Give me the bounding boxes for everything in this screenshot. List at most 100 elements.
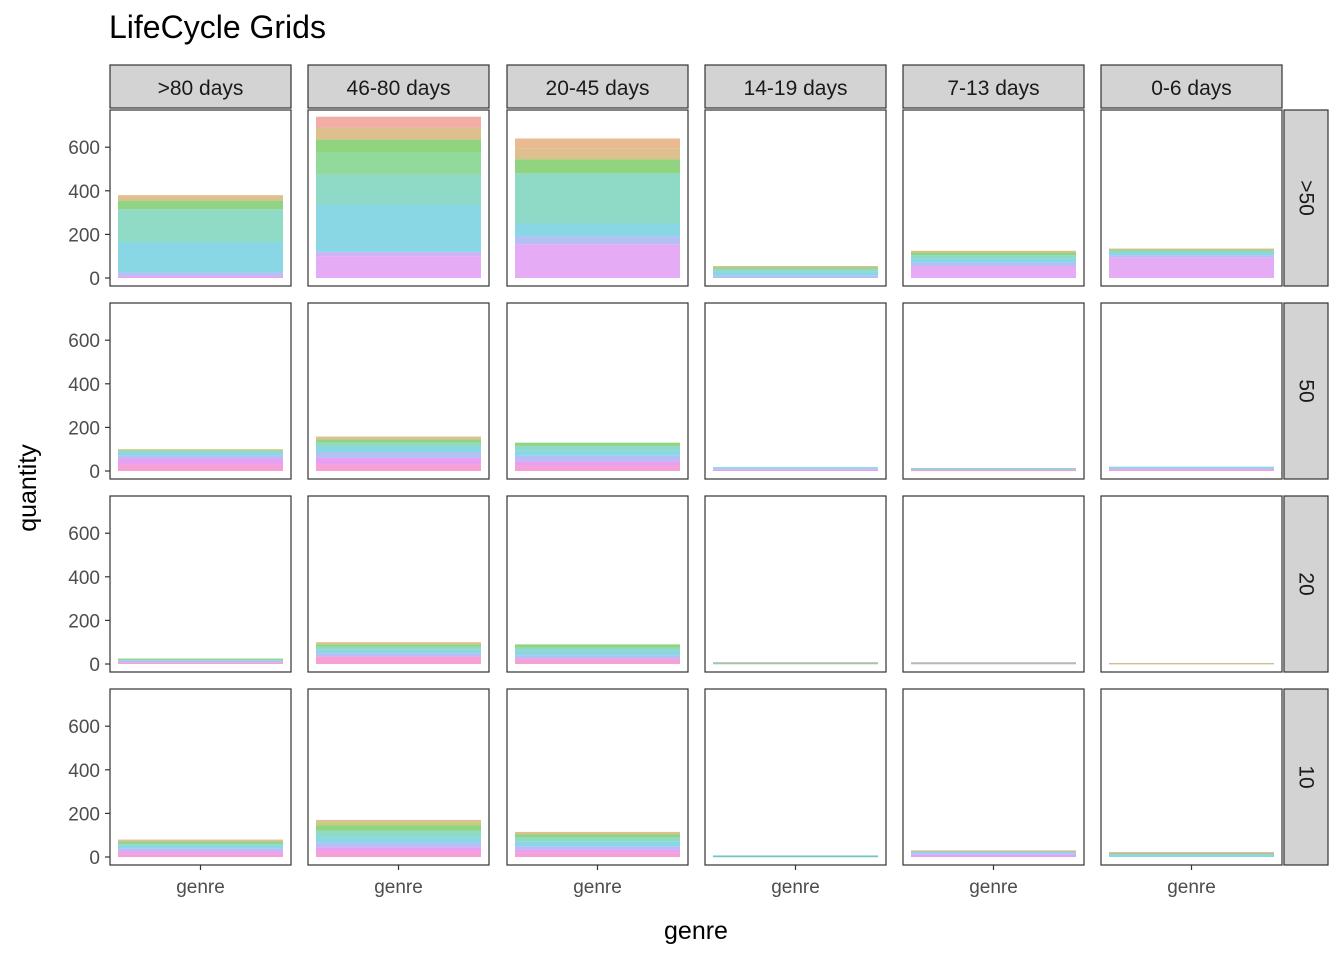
bar-segment [911,851,1076,854]
panel-border [1100,302,1283,480]
bar-segment [911,255,1076,259]
bar-segment [1109,469,1274,471]
panel-border [1100,495,1283,673]
panel-border [704,109,887,287]
bar-segment [316,847,481,852]
column-strip-label: 46-80 days [347,77,451,100]
panel-border [109,302,292,480]
bar-segment [713,663,878,665]
bar-segment [316,851,481,857]
bar-segment [515,846,680,850]
y-tick-label: 600 [68,138,100,159]
bar-segment [118,195,283,201]
bar-segment [1109,255,1274,258]
panel-border [307,109,490,287]
y-tick-label: 400 [68,182,100,203]
bar-segment [316,656,481,664]
bar-segment [713,467,878,469]
column-strip-label: 14-19 days [744,77,848,100]
bar-segment [1109,252,1274,256]
y-tick-label: 600 [68,717,100,738]
column-strip-label: 20-45 days [546,77,650,100]
panel-border [704,495,887,673]
panel-background [1101,689,1282,865]
bar-segment [316,256,481,278]
bar-segment [118,276,283,278]
y-axes: 0 200 400 600 0 200 400 600 0 200 400 600 0 200 400 600 [68,138,110,869]
bar-segment [1109,467,1274,470]
bar-segment [316,644,481,647]
bar-segment [515,849,680,853]
bar-segment [118,242,283,273]
bar-segment [118,200,283,210]
bar-segment [713,268,878,272]
panel-border [109,109,292,287]
bar-segment [515,442,680,446]
panel-background [705,689,886,865]
y-tick-label: 200 [68,418,100,439]
bar-segment [118,450,283,453]
y-tick-label: 200 [68,611,100,632]
bar-segment [713,856,878,858]
y-tick-label: 400 [68,761,100,782]
bar-segment [515,841,680,847]
bar-segment [316,646,481,650]
bar-segment [911,467,1076,470]
panel-background [705,110,886,286]
bar-segment [118,662,283,664]
bar-segment [316,439,481,443]
chart-title: LifeCycle Grids [109,9,326,45]
column-strip-label: 7-13 days [947,77,1039,100]
bar-segment [316,436,481,440]
bar-segment [316,174,481,205]
panel-background [903,496,1084,672]
bar-segment [1109,257,1274,278]
bar-segment [316,819,481,823]
bar-segment [713,275,878,278]
y-tick-label: 0 [89,269,100,290]
bar-segment [118,853,283,857]
bar-segment [713,266,878,268]
bar-segment [515,852,680,857]
bar-segment [515,138,680,149]
column-strip [109,64,292,109]
bar-segment [1109,248,1274,250]
x-axes: genre genre genre genre genre genre [176,865,1216,898]
bar-segment [118,272,283,277]
bar-segment [515,647,680,651]
bar-segment [316,152,481,175]
bar-segment [515,650,680,656]
panel-border [109,495,292,673]
bar-segment [1109,853,1274,856]
bar-segment [118,843,283,846]
panel-background [110,496,291,672]
bar-segment [515,223,680,237]
row-strip-label: 10 [1295,765,1318,788]
bar-segment [911,468,1076,471]
bar-segment [1109,249,1274,251]
bar-segment [713,267,878,269]
bar-segment [515,173,680,224]
bar-segment [911,854,1076,857]
bar-segment [713,271,878,276]
x-tick-label: genre [771,877,820,898]
bar-segment [118,452,283,456]
panel-border [902,109,1085,287]
bar-segment [118,459,283,465]
bar-segment [713,855,878,857]
panel-border [902,495,1085,673]
bar-segment [118,839,283,842]
bar-segment [515,465,680,471]
y-tick-label: 200 [68,804,100,825]
row-strip [1283,495,1329,673]
bar-segment [316,649,481,654]
panel-background [1101,303,1282,479]
bar-segment [316,139,481,153]
bar-segment [316,830,481,838]
bar-segment [316,653,481,657]
panel-background [110,689,291,865]
y-tick-label: 0 [89,655,100,676]
y-tick-label: 0 [89,462,100,483]
row-strip [1283,109,1329,287]
